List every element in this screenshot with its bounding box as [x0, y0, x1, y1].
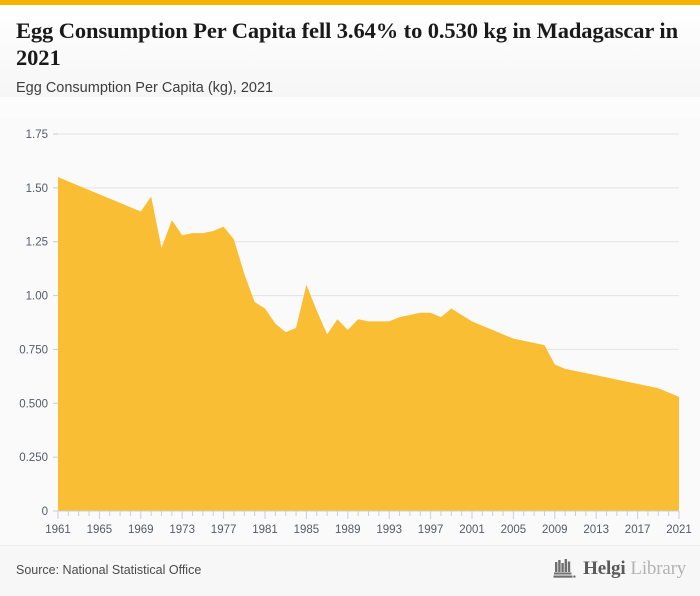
x-axis-tick-label: 2009	[542, 524, 568, 536]
x-axis-tick-label: 1997	[418, 524, 444, 536]
chart-footer: Source: National Statistical Office Helg…	[0, 545, 700, 596]
x-axis-tick-label: 2005	[501, 524, 527, 536]
x-axis-tick-label: 1969	[128, 524, 154, 536]
y-axis-tick-label: 0	[42, 506, 48, 518]
y-axis-tick-label: 1.75	[26, 129, 48, 141]
y-axis-tick-label: 0.750	[19, 344, 48, 356]
x-axis-tick-label: 1973	[169, 524, 195, 536]
y-axis-tick-label: 1.25	[26, 237, 48, 249]
x-axis-tick-label: 2017	[625, 524, 651, 536]
helgi-library-logo[interactable]: Helgi Library	[553, 558, 686, 580]
source-note: Source: National Statistical Office	[16, 563, 202, 577]
chart-plot-area: 0 0.250 0.500 0.750 1.00 1.25 1.50 1.75 1961 196…	[0, 118, 700, 546]
x-axis-tick-label: 2013	[583, 524, 609, 536]
chart-subtitle: Egg Consumption Per Capita (kg), 2021	[16, 80, 274, 96]
logo-text-helgi: Helgi	[583, 558, 626, 579]
x-axis-tick-label: 1981	[252, 524, 278, 536]
page-title: Egg Consumption Per Capita fell 3.64% to…	[16, 18, 678, 70]
library-building-icon	[553, 559, 576, 578]
x-axis-tick-label: 1989	[335, 524, 361, 536]
x-axis-tick-label: 1977	[211, 524, 237, 536]
x-axis-ticks	[57, 511, 680, 519]
y-axis-tick-label: 1.00	[26, 291, 48, 303]
y-axis-tick-label: 0.500	[19, 398, 48, 410]
area-series-egg-consumption	[58, 177, 679, 512]
chart-header: Egg Consumption Per Capita fell 3.64% to…	[0, 5, 700, 97]
x-axis-tick-label: 2021	[666, 524, 692, 536]
x-axis-tick-label: 1961	[45, 524, 71, 536]
y-axis-tick-labels: 0 0.250 0.500 0.750 1.00 1.25 1.50 1.75	[19, 129, 48, 518]
y-axis-tick-label: 1.50	[26, 183, 48, 195]
x-axis-tick-labels: 1961 1965 1969 1973 1977 1981 1985 1989 1993 1997…	[45, 524, 692, 536]
y-axis-tick-label: 0.250	[19, 452, 48, 464]
x-axis-tick-label: 1993	[376, 524, 402, 536]
x-axis-tick-label: 1985	[294, 524, 320, 536]
logo-text-library: Library	[630, 558, 686, 579]
top-accent-bar	[0, 0, 700, 5]
x-axis-tick-label: 1965	[87, 524, 113, 536]
x-axis-tick-label: 2001	[459, 524, 485, 536]
